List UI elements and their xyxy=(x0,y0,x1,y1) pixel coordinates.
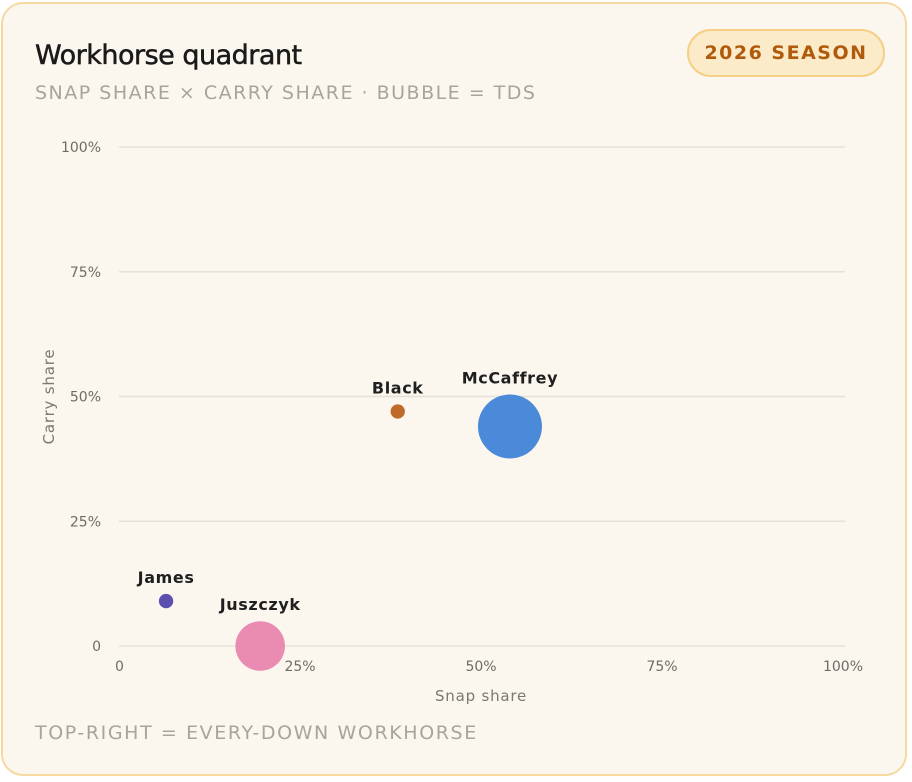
bubble-label: Juszczyk xyxy=(219,595,301,614)
y-tick-label: 0 xyxy=(92,639,101,655)
grid-lines xyxy=(119,146,845,647)
x-axis-title: Snap share xyxy=(435,687,527,705)
data-points: McCaffrey Black James Juszczyk xyxy=(137,368,558,671)
axis-ticks: 0 25% 50% 75% 100% 0 25% 50% 75% 100% xyxy=(61,140,863,675)
season-badge: 2026 SEASON xyxy=(687,29,885,77)
x-tick-label: 50% xyxy=(465,659,496,675)
bubble-label: McCaffrey xyxy=(462,368,558,387)
x-tick-label: 100% xyxy=(823,659,863,675)
x-tick-label: 75% xyxy=(646,659,677,675)
x-tick-label: 0 xyxy=(115,659,124,675)
y-tick-label: 75% xyxy=(70,265,101,281)
bubble-label: Black xyxy=(372,378,424,397)
bubble-juszczyk xyxy=(235,621,285,671)
y-axis-title: Carry share xyxy=(40,349,58,445)
footer-note: TOP-RIGHT = EVERY-DOWN WORKHORSE xyxy=(35,722,478,744)
x-tick-label: 25% xyxy=(284,659,315,675)
bubble-james xyxy=(158,593,174,609)
bubble-mccaffrey xyxy=(477,394,542,459)
y-tick-label: 50% xyxy=(70,390,101,406)
y-tick-label: 25% xyxy=(70,514,101,530)
chart-title: Workhorse quadrant xyxy=(35,40,303,72)
y-tick-label: 100% xyxy=(61,140,101,156)
chart-subtitle: SNAP SHARE × CARRY SHARE · BUBBLE = TDS xyxy=(35,82,537,104)
bubble-black xyxy=(390,404,405,419)
bubble-label: James xyxy=(137,568,195,587)
